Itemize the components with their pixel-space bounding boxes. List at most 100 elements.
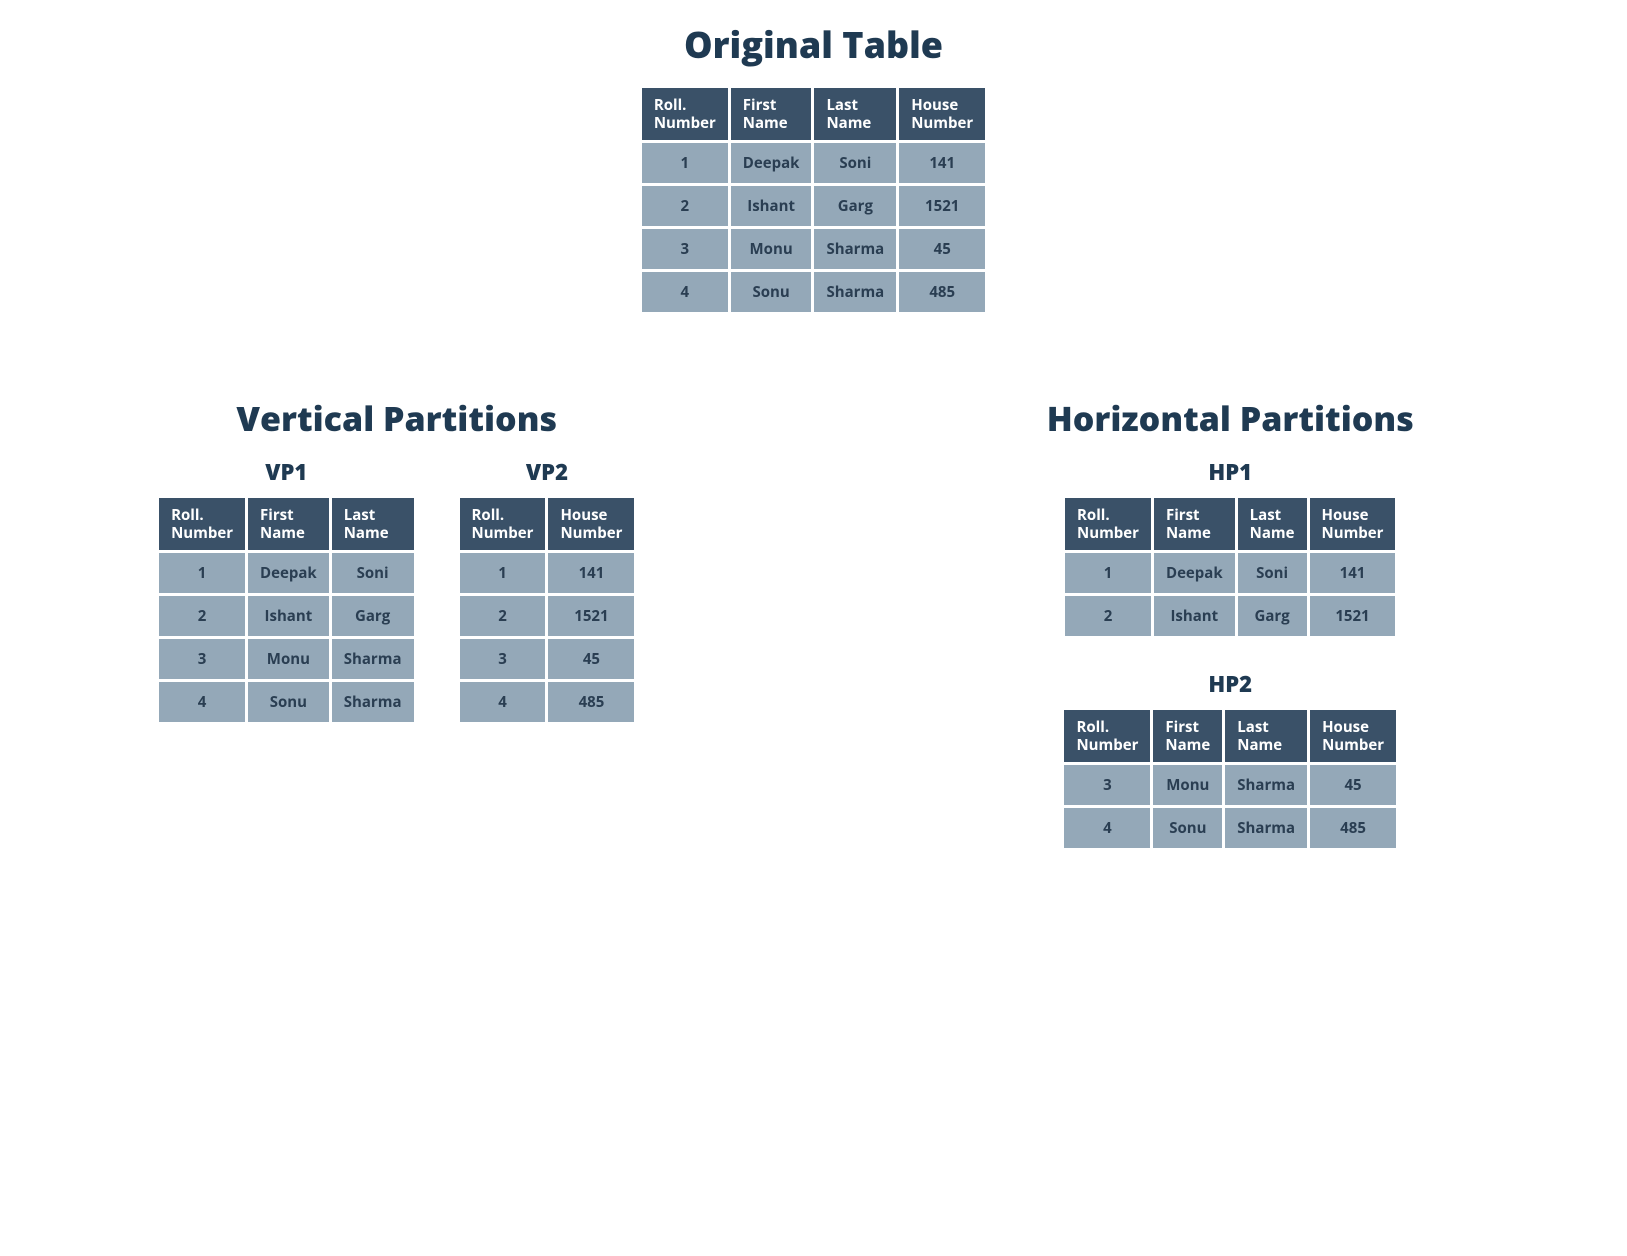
hp1-label: HP1: [1208, 457, 1252, 487]
table-cell: Garg: [1238, 596, 1307, 636]
table-cell: 1: [460, 553, 546, 593]
vp2-label: VP2: [526, 457, 568, 487]
col-header: HouseNumber: [548, 498, 634, 550]
table-cell: 485: [899, 272, 985, 312]
table-row: 3MonuSharma45: [1064, 765, 1396, 805]
table-cell: 3: [159, 639, 245, 679]
table-cell: Deepak: [731, 143, 812, 183]
table-row: 4485: [460, 682, 635, 722]
hp1-block: HP1 Roll.Number FirstName LastName House…: [1062, 457, 1398, 639]
table-cell: Sonu: [1153, 808, 1222, 848]
table-cell: Ishant: [731, 186, 812, 226]
hp2-table: Roll.Number FirstName LastName HouseNumb…: [1061, 707, 1399, 851]
table-cell: 1: [642, 143, 728, 183]
table-cell: Deepak: [1154, 553, 1235, 593]
table-cell: 2: [159, 596, 245, 636]
horizontal-title: Horizontal Partitions: [874, 395, 1588, 441]
table-cell: Sharma: [332, 682, 414, 722]
table-cell: 45: [1310, 765, 1396, 805]
table-cell: 4: [460, 682, 546, 722]
table-cell: Monu: [731, 229, 812, 269]
table-cell: Ishant: [248, 596, 329, 636]
table-row: 1DeepakSoni141: [1065, 553, 1395, 593]
original-tbody: 1DeepakSoni1412IshantGarg15213MonuSharma…: [642, 143, 985, 312]
table-row: 4SonuSharma485: [642, 272, 985, 312]
table-cell: 45: [548, 639, 634, 679]
col-header: HouseNumber: [899, 88, 985, 140]
table-cell: 141: [548, 553, 634, 593]
table-cell: 1521: [899, 186, 985, 226]
partitions-section: Vertical Partitions VP1 Roll.Number Firs…: [40, 395, 1587, 851]
vertical-partitions: Vertical Partitions VP1 Roll.Number Firs…: [40, 395, 754, 725]
col-header: FirstName: [1154, 498, 1235, 550]
table-cell: 2: [1065, 596, 1151, 636]
table-row: 4SonuSharma485: [1064, 808, 1396, 848]
vp1-label: VP1: [265, 457, 307, 487]
table-cell: 4: [1064, 808, 1150, 848]
hp2-tbody: 3MonuSharma454SonuSharma485: [1064, 765, 1396, 848]
vp2-block: VP2 Roll.Number HouseNumber 114121521345…: [457, 457, 638, 725]
table-row: 2IshantGarg1521: [1065, 596, 1395, 636]
table-cell: Sharma: [1225, 808, 1307, 848]
table-row: 2IshantGarg: [159, 596, 413, 636]
original-title: Original Table: [40, 20, 1587, 69]
hp2-block: HP2 Roll.Number FirstName LastName House…: [1061, 669, 1399, 851]
table-row: 21521: [460, 596, 635, 636]
table-cell: Garg: [814, 186, 896, 226]
table-cell: 141: [1310, 553, 1396, 593]
vp1-tbody: 1DeepakSoni2IshantGarg3MonuSharma4SonuSh…: [159, 553, 413, 722]
table-cell: Sonu: [248, 682, 329, 722]
vertical-title: Vertical Partitions: [40, 395, 754, 441]
col-header: LastName: [332, 498, 414, 550]
table-cell: 485: [1310, 808, 1396, 848]
table-row: 1DeepakSoni: [159, 553, 413, 593]
horizontal-partitions: Horizontal Partitions HP1 Roll.Number Fi…: [874, 395, 1588, 851]
table-row: 4SonuSharma: [159, 682, 413, 722]
table-cell: Soni: [814, 143, 896, 183]
table-cell: 3: [1064, 765, 1150, 805]
col-header: Roll.Number: [642, 88, 728, 140]
table-cell: Monu: [248, 639, 329, 679]
table-cell: Sharma: [814, 272, 896, 312]
original-table-section: Original Table Roll.Number FirstName Las…: [40, 20, 1587, 315]
col-header: Roll.Number: [1064, 710, 1150, 762]
table-row: 3MonuSharma45: [642, 229, 985, 269]
table-cell: Sharma: [1225, 765, 1307, 805]
table-cell: 3: [460, 639, 546, 679]
table-cell: 1521: [1310, 596, 1396, 636]
col-header: Roll.Number: [159, 498, 245, 550]
table-cell: Ishant: [1154, 596, 1235, 636]
table-cell: Sharma: [814, 229, 896, 269]
table-cell: Sonu: [731, 272, 812, 312]
table-cell: 1521: [548, 596, 634, 636]
vp1-table: Roll.Number FirstName LastName 1DeepakSo…: [156, 495, 416, 725]
table-cell: Deepak: [248, 553, 329, 593]
table-cell: 45: [899, 229, 985, 269]
table-row: 3MonuSharma: [159, 639, 413, 679]
table-cell: 2: [460, 596, 546, 636]
table-cell: 4: [159, 682, 245, 722]
table-cell: 1: [1065, 553, 1151, 593]
original-table: Roll.Number FirstName LastName HouseNumb…: [639, 85, 988, 315]
col-header: FirstName: [248, 498, 329, 550]
hp1-table: Roll.Number FirstName LastName HouseNumb…: [1062, 495, 1398, 639]
table-cell: Monu: [1153, 765, 1222, 805]
hp1-tbody: 1DeepakSoni1412IshantGarg1521: [1065, 553, 1395, 636]
col-header: LastName: [1225, 710, 1307, 762]
col-header: HouseNumber: [1310, 498, 1396, 550]
table-cell: Sharma: [332, 639, 414, 679]
col-header: LastName: [1238, 498, 1307, 550]
table-cell: Soni: [332, 553, 414, 593]
vp2-tbody: 1141215213454485: [460, 553, 635, 722]
vp2-table: Roll.Number HouseNumber 1141215213454485: [457, 495, 638, 725]
table-cell: 485: [548, 682, 634, 722]
table-row: 1DeepakSoni141: [642, 143, 985, 183]
col-header: LastName: [814, 88, 896, 140]
hp2-label: HP2: [1208, 669, 1252, 699]
table-cell: 3: [642, 229, 728, 269]
table-cell: 4: [642, 272, 728, 312]
col-header: Roll.Number: [1065, 498, 1151, 550]
table-cell: 1: [159, 553, 245, 593]
table-cell: 2: [642, 186, 728, 226]
table-cell: Soni: [1238, 553, 1307, 593]
